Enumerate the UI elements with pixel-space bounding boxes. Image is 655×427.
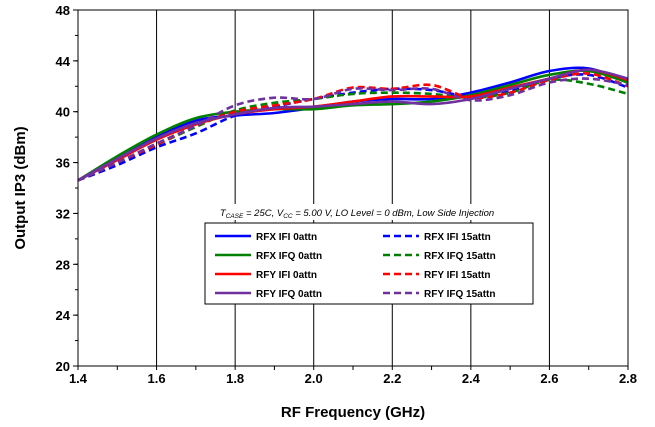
v-subscript: CC [283, 213, 293, 220]
y-tick-label: 44 [56, 54, 71, 69]
legend-label-3: RFX IFQ 15attn [424, 251, 496, 262]
t-symbol: T [220, 208, 227, 219]
v-value: = 5.00 V, LO Level = 0 dBm, Low Side Inj… [293, 208, 495, 219]
v-symbol: V [277, 208, 285, 219]
legend-label-7: RFY IFQ 15attn [424, 289, 496, 300]
x-tick-label: 1.6 [148, 371, 166, 386]
tick-marks [73, 9, 629, 370]
series-line-7 [77, 77, 629, 182]
x-tick-label: 1.4 [69, 371, 88, 386]
x-tick-label: 2.4 [462, 371, 481, 386]
legend: RFX IFI 0attn RFX IFI 15attn RFX IFQ 0attn… [204, 222, 534, 305]
y-tick-label: 20 [56, 359, 70, 374]
x-tick-labels: 1.4 1.6 1.8 2.0 2.2 2.4 2.6 2.8 [69, 371, 637, 386]
grid-lines [156, 10, 550, 366]
x-tick-label: 2.6 [540, 371, 558, 386]
legend-label-5: RFY IFI 15attn [424, 270, 491, 281]
y-tick-label: 28 [56, 257, 70, 272]
legend-label-1: RFX IFI 15attn [424, 232, 491, 243]
legend-label-6: RFY IFQ 0attn [256, 289, 322, 300]
legend-label-4: RFY IFI 0attn [256, 270, 317, 281]
series-group [77, 66, 629, 182]
x-tick-label: 2.0 [305, 371, 323, 386]
x-axis-title: RF Frequency (GHz) [281, 404, 425, 421]
legend-box [204, 222, 534, 305]
y-tick-labels: 20 24 28 32 36 40 44 48 [56, 3, 71, 374]
annotation-background [170, 204, 544, 220]
y-tick-label: 24 [56, 308, 71, 323]
y-tick-label: 40 [56, 105, 70, 120]
y-tick-label: 36 [56, 156, 70, 171]
plot-background [78, 10, 628, 366]
legend-label-0: RFX IFI 0attn [256, 232, 317, 243]
series-line-6 [77, 68, 629, 182]
t-value: = 25C, [243, 208, 277, 219]
y-tick-label: 48 [56, 3, 70, 18]
conditions-annotation: TCASE = 25C, VCC = 5.00 V, LO Level = 0 … [220, 208, 494, 220]
t-subscript: CASE [226, 213, 244, 220]
legend-label-2: RFX IFQ 0attn [256, 251, 322, 262]
y-tick-label: 32 [56, 206, 70, 221]
y-axis-title: Output IP3 (dBm) [12, 126, 29, 249]
x-tick-label: 2.8 [619, 371, 637, 386]
x-tick-label: 2.2 [383, 371, 401, 386]
x-tick-label: 1.8 [226, 371, 244, 386]
